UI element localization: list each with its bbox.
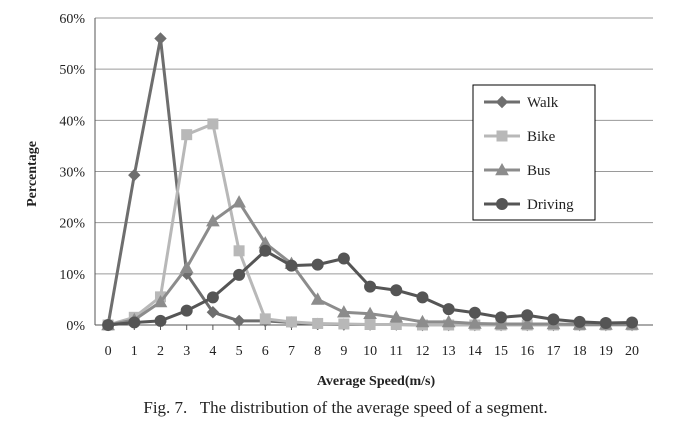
data-point-bike (233, 245, 245, 257)
data-point-driving (259, 244, 272, 257)
data-point-driving (573, 315, 586, 328)
y-tick-label: 30% (59, 166, 85, 181)
data-point-driving (364, 280, 377, 293)
legend-marker-driving (496, 198, 508, 210)
data-point-walk (232, 314, 246, 328)
figure-caption: Fig. 7. The distribution of the average … (143, 398, 548, 417)
data-point-walk (206, 306, 220, 319)
data-point-driving (154, 314, 167, 327)
data-point-walk (154, 32, 167, 45)
series (101, 32, 639, 332)
data-point-bus (179, 260, 194, 273)
line-chart: 0%10%20%30%40%50%60% 0 1 2 3 4 5 6 7 8 9 10 11 12 13 1… (25, 12, 653, 389)
data-point-bike (259, 313, 271, 325)
data-point-bus (232, 195, 246, 208)
data-point-driving (206, 291, 219, 304)
x-axis-title: Average Speed(m/s) (317, 374, 436, 389)
data-point-driving (416, 291, 429, 304)
x-tick-label: 12 (415, 344, 429, 359)
y-axis-title: Percentage (25, 141, 40, 207)
x-tick-label: 15 (494, 344, 508, 359)
data-point-driving (311, 258, 324, 271)
x-tick-label: 8 (314, 344, 321, 359)
y-tick-label: 50% (59, 63, 85, 78)
y-tick-labels: 0% 10% 20% 30% 40% 50% 60% (59, 12, 85, 334)
x-tick-label: 9 (340, 344, 347, 359)
x-tick-label: 7 (288, 344, 295, 359)
y-tick-label: 40% (59, 114, 85, 129)
legend-label-driving: Driving (527, 197, 574, 213)
data-point-driving (233, 268, 246, 281)
data-point-bike (285, 316, 297, 328)
x-tick-label: 3 (183, 344, 190, 359)
data-point-driving (180, 304, 193, 317)
data-point-bus (310, 292, 325, 305)
data-point-bike (181, 129, 193, 141)
data-point-driving (102, 319, 115, 331)
legend-label-walk: Walk (527, 95, 559, 111)
x-tick-label: 1 (131, 344, 138, 359)
x-tick-label: 0 (105, 344, 112, 359)
y-tick-label: 10% (59, 268, 85, 283)
legend-item-bus: Bus (484, 162, 551, 179)
gridlines (95, 17, 653, 275)
data-point-bus (415, 314, 430, 328)
legend-item-walk: Walk (484, 95, 559, 111)
x-tick-label: 14 (468, 344, 482, 359)
x-tick-label: 17 (546, 344, 560, 359)
data-point-bus (153, 294, 168, 308)
data-point-driving (442, 303, 455, 316)
legend-item-driving: Driving (484, 197, 574, 213)
x-tick-label: 13 (442, 344, 456, 359)
y-tick-label: 20% (59, 217, 85, 232)
data-point-bus (468, 316, 482, 329)
data-point-bike (207, 118, 219, 130)
legend-item-bike: Bike (484, 129, 556, 145)
x-tick-label: 2 (157, 344, 164, 359)
x-tick-label: 20 (625, 344, 639, 359)
legend-marker-bike (496, 130, 508, 142)
x-tick-label: 5 (236, 344, 243, 359)
data-point-bus (389, 310, 404, 323)
data-point-driving (128, 316, 141, 329)
data-point-driving (547, 313, 560, 326)
data-point-driving (390, 284, 403, 297)
legend-marker-walk (495, 95, 509, 109)
data-point-walk (128, 168, 141, 182)
data-point-driving (521, 309, 534, 322)
data-point-bus (337, 305, 351, 318)
y-tick-label: 0% (66, 319, 85, 334)
data-point-bus (494, 316, 508, 330)
data-point-bus (206, 214, 220, 227)
legend-marker-bus (495, 162, 509, 176)
data-point-bus (520, 316, 535, 330)
x-tick-label: 18 (573, 344, 587, 359)
x-tick-label: 11 (390, 344, 403, 359)
x-tick-label: 10 (363, 344, 377, 359)
data-point-driving (337, 252, 350, 265)
data-point-bike (364, 318, 376, 330)
legend: Walk Bike Bus Driving (472, 84, 596, 221)
data-point-driving (626, 316, 639, 329)
data-point-bike (338, 318, 350, 330)
data-point-bus (441, 314, 456, 328)
y-tick-label: 60% (59, 12, 85, 27)
legend-box (472, 84, 596, 221)
data-point-bike (312, 317, 324, 329)
x-tick-label: 16 (520, 344, 534, 359)
x-tick-labels: 0 1 2 3 4 5 6 7 8 9 10 11 12 13 14 15 16 17 18 19 20 (105, 344, 639, 359)
data-point-driving (599, 316, 612, 329)
data-point-driving (468, 306, 481, 319)
data-point-driving (495, 311, 508, 324)
legend-label-bus: Bus (527, 163, 551, 179)
data-point-driving (285, 259, 298, 272)
series-driving (102, 244, 639, 331)
x-tick-label: 4 (209, 344, 216, 359)
x-tick-label: 6 (262, 344, 269, 359)
data-point-bus (363, 306, 377, 320)
x-tick-label: 19 (599, 344, 613, 359)
legend-label-bike: Bike (527, 129, 556, 145)
